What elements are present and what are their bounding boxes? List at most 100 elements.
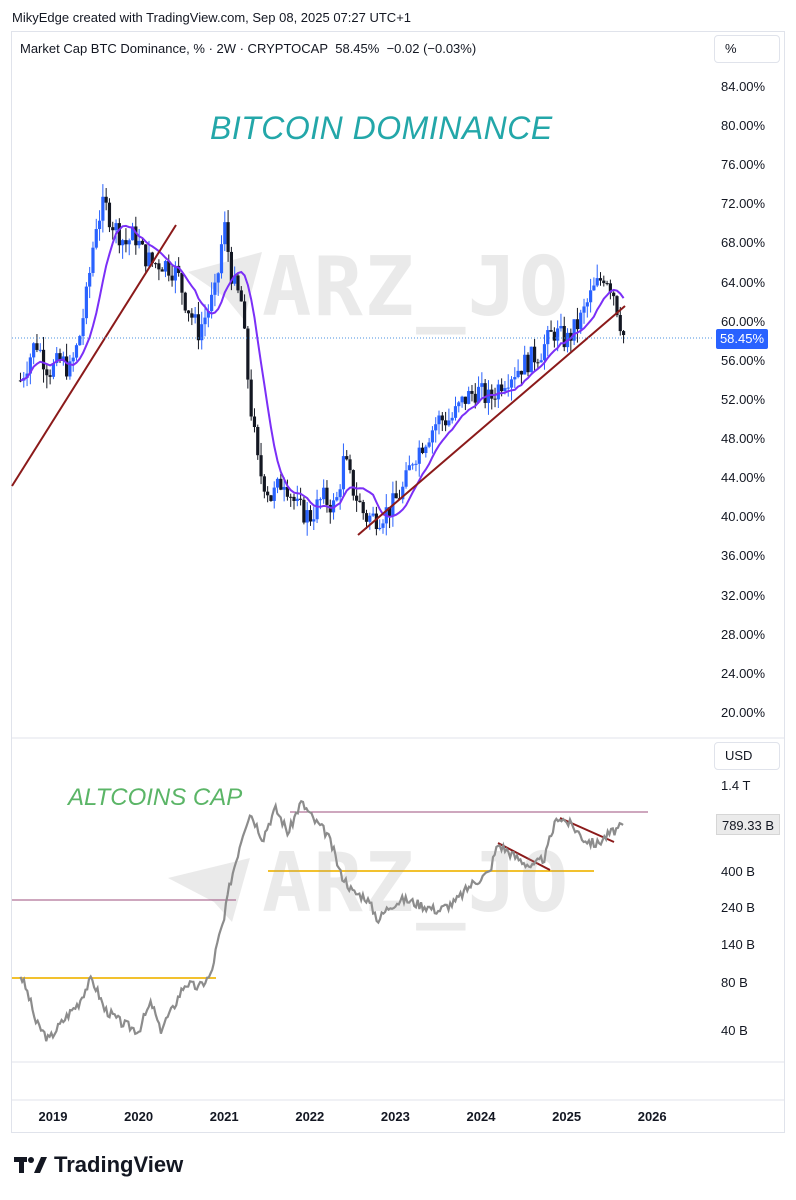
candle-body bbox=[196, 314, 201, 341]
candle-body bbox=[229, 251, 233, 284]
candle-body bbox=[592, 285, 596, 291]
year-label: 2024 bbox=[466, 1109, 496, 1124]
y-tick-label: 400 B bbox=[721, 864, 755, 880]
candle-body bbox=[519, 370, 524, 375]
candle-body bbox=[523, 354, 527, 375]
symbol-label: Market Cap BTC Dominance, % · 2W · CRYPT… bbox=[20, 41, 328, 56]
candle-body bbox=[249, 379, 253, 417]
candle-body bbox=[572, 319, 576, 341]
candle-body bbox=[41, 349, 46, 370]
candle-body bbox=[618, 315, 622, 332]
candle-body bbox=[506, 387, 510, 389]
top-chart-title: BITCOIN DOMINANCE bbox=[210, 110, 553, 146]
candle-body bbox=[536, 362, 540, 364]
candle-body bbox=[308, 510, 313, 522]
year-label: 2019 bbox=[38, 1109, 68, 1124]
candle-body bbox=[305, 510, 309, 523]
candle-body bbox=[117, 223, 121, 246]
candle-body bbox=[137, 240, 141, 246]
y-tick-label: 80 B bbox=[721, 975, 748, 991]
y-tick-label: 76.00% bbox=[721, 157, 766, 173]
candle-body bbox=[579, 312, 583, 330]
altcoins-cap-line bbox=[19, 799, 624, 1042]
y-tick-label: 28.00% bbox=[721, 626, 766, 642]
candle-body bbox=[35, 343, 39, 350]
candle-body bbox=[526, 354, 530, 373]
candle-body bbox=[437, 415, 441, 425]
candle-body bbox=[111, 227, 115, 231]
candle-body bbox=[78, 336, 82, 346]
bottom-unit-button[interactable]: USD bbox=[714, 742, 780, 770]
candle-body bbox=[292, 496, 296, 501]
candle-body bbox=[532, 346, 537, 363]
year-label: 2022 bbox=[295, 1109, 325, 1124]
watermark-plane-icon bbox=[168, 858, 250, 922]
candle-body bbox=[503, 388, 507, 392]
candle-body bbox=[364, 513, 369, 522]
candle-body bbox=[453, 406, 458, 418]
year-label: 2020 bbox=[124, 1109, 154, 1124]
candle-body bbox=[559, 325, 563, 329]
candle-body bbox=[387, 507, 392, 517]
candle-body bbox=[127, 240, 131, 245]
candle-body bbox=[420, 447, 425, 454]
candle-body bbox=[575, 319, 580, 330]
candle-body bbox=[177, 265, 181, 274]
brand-name: TradingView bbox=[54, 1152, 184, 1177]
candle-body bbox=[210, 294, 214, 312]
candle-body bbox=[256, 427, 260, 456]
candle-body bbox=[542, 344, 547, 361]
y-tick-label: 80.00% bbox=[721, 118, 766, 134]
y-tick-label: 36.00% bbox=[721, 548, 766, 564]
candle-body bbox=[450, 417, 454, 421]
candle-body bbox=[444, 420, 448, 426]
candle-body bbox=[223, 222, 227, 245]
candle-body bbox=[348, 459, 352, 471]
candle-body bbox=[233, 275, 237, 284]
candle-body bbox=[589, 290, 593, 303]
y-tick-label: 32.00% bbox=[721, 587, 766, 603]
candle-body bbox=[500, 384, 504, 392]
candle-body bbox=[134, 226, 138, 246]
candle-body bbox=[144, 244, 148, 267]
candle-body bbox=[183, 292, 187, 311]
candle-body bbox=[28, 357, 32, 374]
candle-body bbox=[236, 275, 240, 291]
candle-body bbox=[51, 362, 56, 377]
candle-body bbox=[163, 261, 168, 272]
y-tick-label: 56.00% bbox=[721, 352, 766, 368]
candle-body bbox=[473, 393, 477, 403]
candle-body bbox=[242, 301, 247, 329]
y-tick-label: 60.00% bbox=[721, 313, 766, 329]
candle-body bbox=[203, 317, 207, 325]
candle-body bbox=[427, 442, 431, 447]
candle-body bbox=[150, 252, 154, 264]
candle-body bbox=[298, 498, 303, 500]
candle-body bbox=[285, 486, 290, 497]
candle-body bbox=[88, 272, 92, 287]
bottom-chart-title: ALTCOINS CAP bbox=[68, 784, 243, 811]
candle-body bbox=[38, 349, 42, 351]
candle-body bbox=[368, 515, 372, 522]
candle-body bbox=[312, 519, 316, 522]
candle-body bbox=[84, 286, 88, 319]
candle-body bbox=[411, 464, 415, 466]
tradingview-brand[interactable]: TradingView bbox=[14, 1152, 183, 1178]
candle-body bbox=[374, 513, 378, 530]
alt-current-tag: 789.33 B bbox=[716, 814, 780, 835]
candle-body bbox=[381, 523, 385, 528]
watermark-top: ARZ_JO bbox=[262, 240, 571, 335]
candle-body bbox=[71, 357, 75, 362]
candle-body bbox=[121, 240, 125, 246]
candle-body bbox=[246, 328, 250, 380]
y-tick-label: 68.00% bbox=[721, 235, 766, 251]
candle-body bbox=[549, 330, 553, 332]
candle-body bbox=[463, 396, 467, 404]
y-tick-label: 64.00% bbox=[721, 274, 766, 290]
candle-body bbox=[509, 379, 514, 388]
candle-body bbox=[140, 240, 145, 245]
candle-body bbox=[325, 487, 329, 505]
candle-body bbox=[289, 496, 293, 498]
top-unit-button[interactable]: % bbox=[714, 35, 780, 63]
last-value: 58.45% bbox=[335, 41, 380, 56]
